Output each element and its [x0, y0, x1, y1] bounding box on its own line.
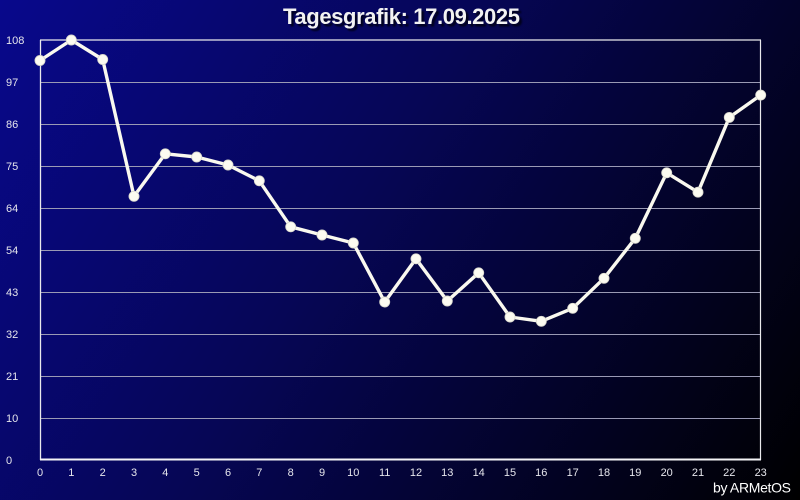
svg-text:1: 1 [68, 467, 74, 479]
svg-text:32: 32 [6, 329, 18, 341]
svg-text:13: 13 [441, 467, 453, 479]
svg-text:16: 16 [535, 467, 547, 479]
svg-text:10: 10 [6, 413, 18, 425]
svg-text:4: 4 [162, 467, 168, 479]
svg-text:22: 22 [723, 467, 735, 479]
svg-text:0: 0 [37, 467, 43, 479]
svg-text:3: 3 [131, 467, 137, 479]
svg-text:75: 75 [6, 161, 18, 173]
svg-text:5: 5 [194, 467, 200, 479]
svg-text:20: 20 [661, 467, 673, 479]
svg-text:21: 21 [692, 467, 704, 479]
svg-text:Tagesgrafik: 17.09.2025: Tagesgrafik: 17.09.2025 [283, 4, 520, 29]
svg-text:2: 2 [100, 467, 106, 479]
svg-text:18: 18 [598, 467, 610, 479]
svg-text:7: 7 [256, 467, 262, 479]
svg-text:Tagesgrafik: 17.09.2025: Tagesgrafik: 17.09.2025 [286, 7, 523, 32]
svg-text:97: 97 [6, 77, 18, 89]
svg-text:15: 15 [504, 467, 516, 479]
svg-text:6: 6 [225, 467, 231, 479]
svg-text:9: 9 [319, 467, 325, 479]
svg-text:19: 19 [629, 467, 641, 479]
svg-text:by ARMetOS: by ARMetOS [713, 480, 791, 496]
svg-text:54: 54 [6, 245, 18, 257]
svg-text:108: 108 [6, 35, 24, 47]
svg-text:14: 14 [473, 467, 485, 479]
svg-text:86: 86 [6, 119, 18, 131]
svg-text:0: 0 [6, 455, 12, 467]
svg-text:12: 12 [410, 467, 422, 479]
svg-text:21: 21 [6, 371, 18, 383]
svg-text:10: 10 [347, 467, 359, 479]
svg-text:11: 11 [379, 467, 390, 479]
svg-text:23: 23 [755, 467, 767, 479]
svg-text:64: 64 [6, 203, 18, 215]
svg-text:43: 43 [6, 287, 18, 299]
svg-text:17: 17 [567, 467, 579, 479]
svg-text:8: 8 [288, 467, 294, 479]
